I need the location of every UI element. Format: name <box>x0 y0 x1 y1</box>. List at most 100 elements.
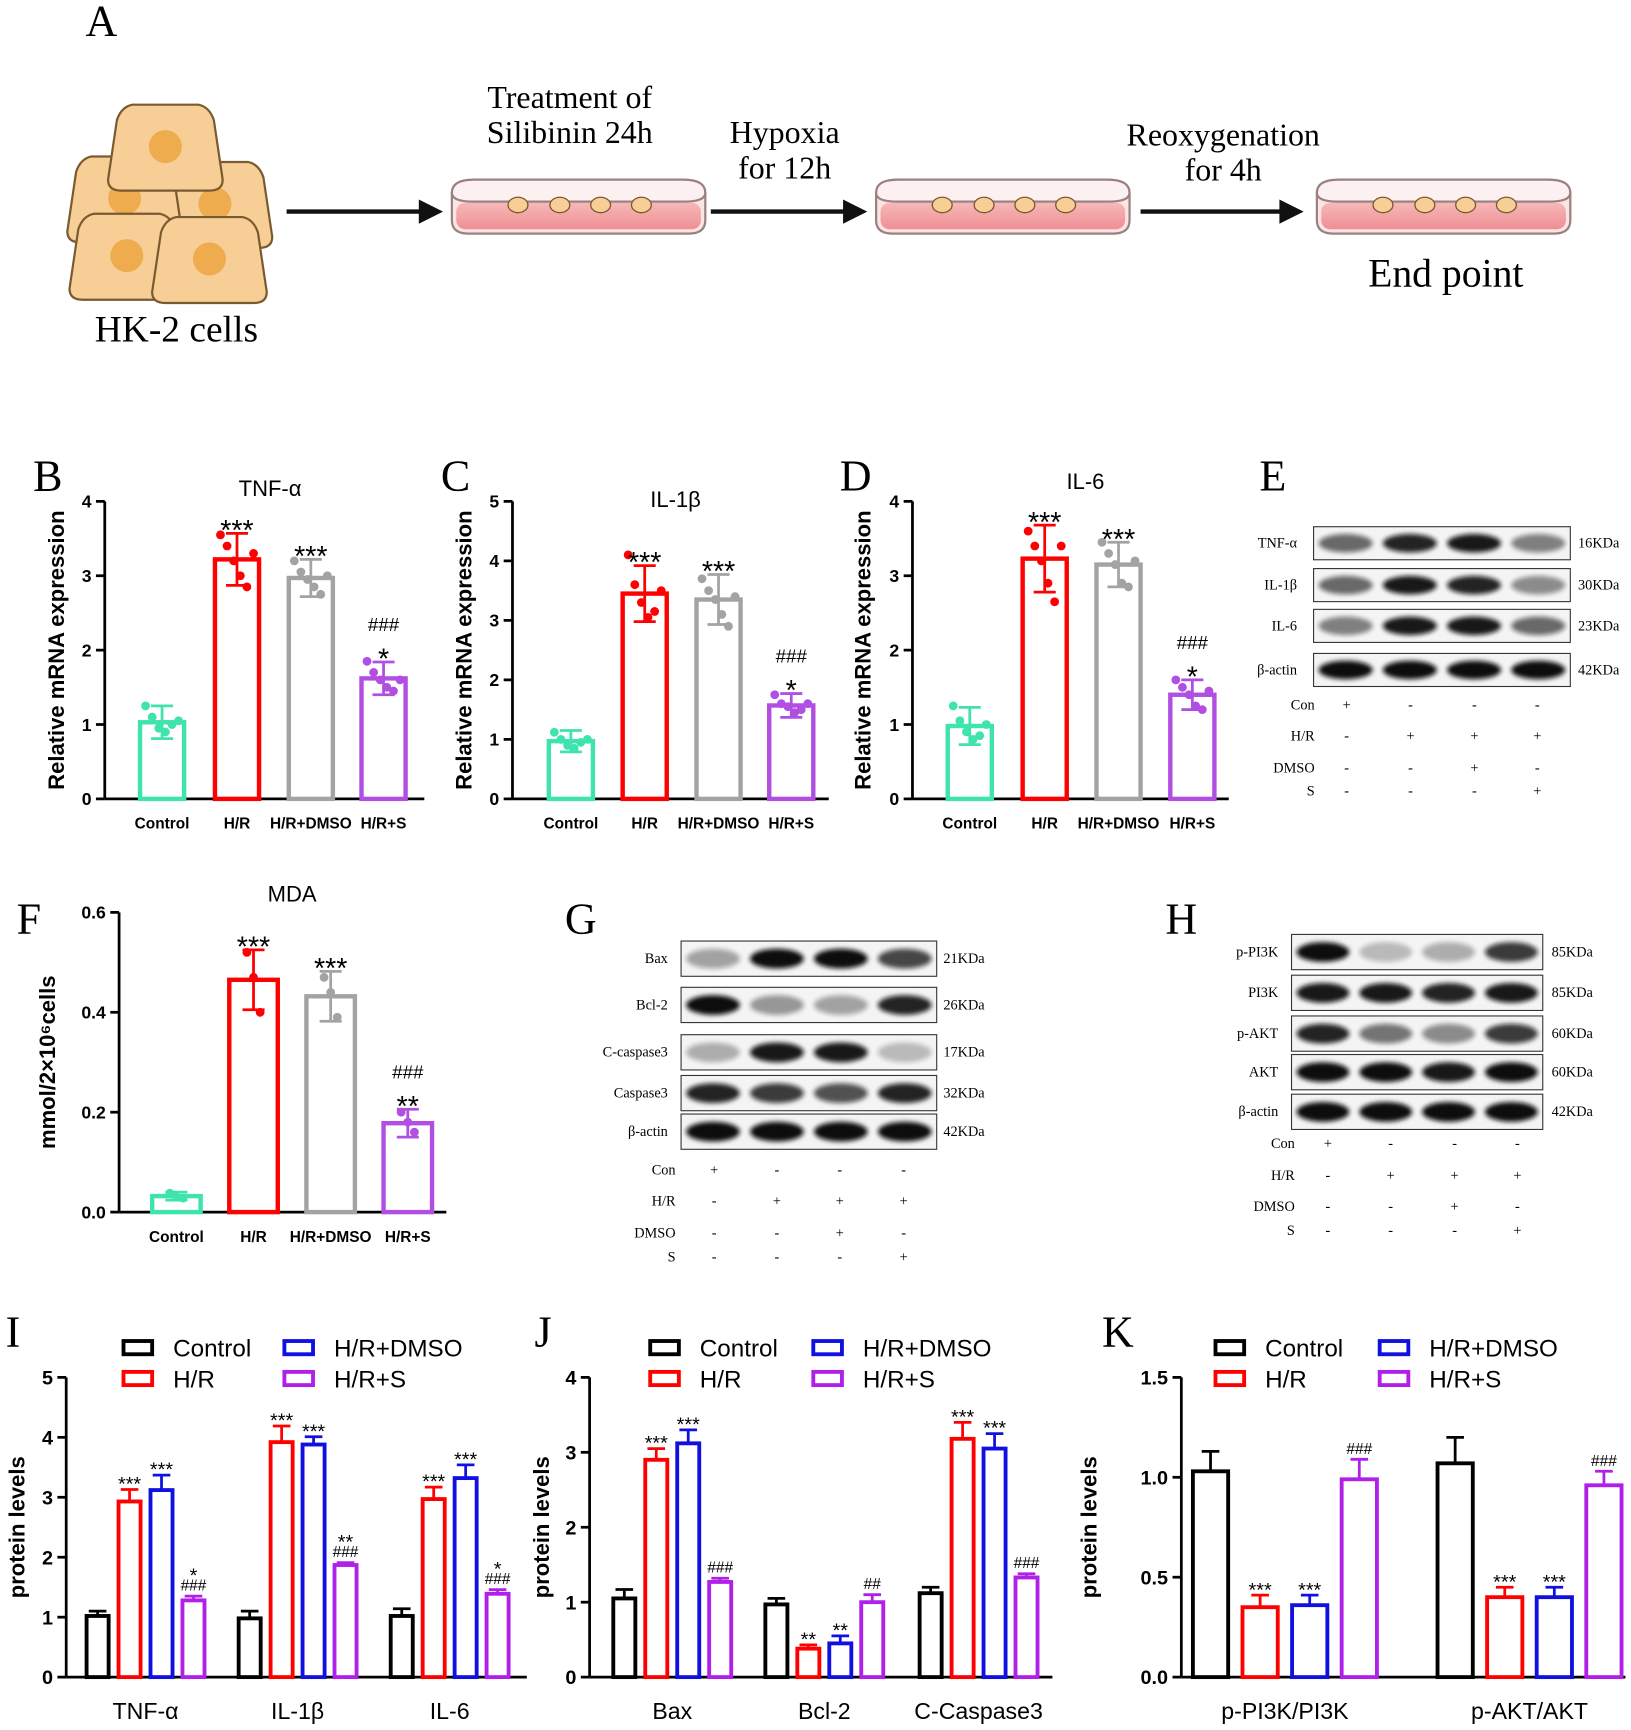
bar <box>1094 562 1143 802</box>
y-tick-label: 3 <box>565 1442 576 1464</box>
data-point <box>717 610 727 619</box>
step-label: Reoxygenation <box>1127 117 1320 152</box>
data-point <box>975 731 985 741</box>
bar <box>611 1596 638 1680</box>
data-point <box>289 556 299 566</box>
condition-mark: - <box>837 1163 842 1179</box>
data-point <box>362 656 372 666</box>
blot-size: 30KDa <box>1578 578 1620 594</box>
cell-nucleus <box>198 187 232 221</box>
x-tick-label: H/R+DMSO <box>290 1229 372 1246</box>
x-tick-label: TNF-α <box>113 1698 179 1724</box>
dish-rim <box>1315 178 1572 203</box>
significance-stars: *** <box>1543 1571 1566 1593</box>
dish-medium <box>880 202 1126 230</box>
x-tick-label: IL-1β <box>271 1698 324 1724</box>
bar <box>359 676 408 802</box>
condition-mark: - <box>1325 1168 1330 1184</box>
blot-protein: β-actin <box>1238 1104 1278 1120</box>
panel-letter: D <box>840 451 872 500</box>
arrow-head <box>843 199 868 224</box>
data-point <box>569 743 579 753</box>
dish-cell <box>1055 196 1077 214</box>
chart-title: IL-1β <box>650 487 701 512</box>
data-point <box>326 987 336 997</box>
blot-band <box>1422 982 1475 1003</box>
blot-band <box>750 948 804 969</box>
blot-protein: β-actin <box>628 1124 668 1140</box>
step-label: Treatment of <box>487 80 652 115</box>
data-point <box>375 675 385 685</box>
dish-medium <box>456 202 701 230</box>
arrow-head <box>418 199 444 224</box>
dish-cell <box>590 196 612 214</box>
dish-cell <box>1414 196 1436 214</box>
y-axis-label: protein levels <box>529 1456 554 1598</box>
blot-protein: IL-1β <box>1264 578 1297 594</box>
blot-band <box>1422 1023 1475 1044</box>
bar <box>180 1598 207 1680</box>
legend-label: H/R <box>1265 1366 1307 1393</box>
data-point <box>171 1192 181 1202</box>
y-axis-label: protein levels <box>1076 1456 1101 1598</box>
cells-label: HK-2 cells <box>95 310 258 351</box>
dish-cell <box>1495 196 1517 214</box>
y-tick-label: 0 <box>889 789 899 809</box>
y-tick-label: 0.4 <box>81 1003 106 1023</box>
blot-band <box>814 1083 868 1103</box>
y-axis-label: Relative mRNA expression <box>851 510 876 789</box>
condition-mark: - <box>775 1250 780 1266</box>
legend-label: H/R+S <box>1429 1366 1501 1393</box>
data-point <box>563 740 572 750</box>
data-point <box>549 727 559 737</box>
bar <box>84 1614 111 1680</box>
dish-cell <box>1372 196 1394 214</box>
condition-mark: - <box>837 1250 842 1266</box>
significance-stars: *** <box>237 931 270 963</box>
legend-label: H/R+DMSO <box>863 1335 992 1362</box>
significance-stars: * <box>786 675 797 707</box>
significance-stars: *** <box>1249 1579 1272 1601</box>
significance-stars: *** <box>645 1433 668 1455</box>
data-point <box>178 1193 188 1203</box>
y-axis-label: Relative mRNA expression <box>44 510 69 789</box>
legend-label: H/R+DMSO <box>1429 1335 1558 1362</box>
y-tick-label: 0 <box>42 1667 53 1689</box>
condition-mark: + <box>773 1193 781 1209</box>
error-bar <box>711 1576 729 1582</box>
significance-stars: *** <box>270 1410 293 1432</box>
data-point <box>796 705 806 715</box>
bar <box>1339 1477 1379 1680</box>
condition-mark: - <box>1344 784 1349 800</box>
legend-label: H/R+S <box>863 1366 935 1393</box>
data-point <box>382 682 392 692</box>
bar <box>286 575 336 802</box>
data-point <box>389 686 398 696</box>
blot-band <box>1296 1062 1350 1083</box>
significance-hashes: ### <box>1346 1441 1372 1458</box>
blot-size: 32KDa <box>943 1086 985 1102</box>
bar <box>420 1497 447 1680</box>
x-tick-label: H/R <box>240 1229 267 1246</box>
x-tick-label: p-PI3K/PI3K <box>1221 1698 1349 1724</box>
condition-mark: - <box>901 1225 906 1241</box>
blot-protein: Bcl-2 <box>636 997 668 1013</box>
chart-title: TNF-α <box>239 476 302 501</box>
legend-label: Control <box>1265 1335 1343 1362</box>
y-tick-label: 3 <box>889 566 899 586</box>
significance-stars: *** <box>983 1418 1006 1440</box>
condition-mark: - <box>1325 1223 1330 1239</box>
data-point <box>981 720 991 729</box>
data-point <box>656 586 666 596</box>
significance-stars: ** <box>801 1629 817 1651</box>
blot-protein: p-AKT <box>1237 1026 1279 1042</box>
significance-hashes: ### <box>485 1571 511 1588</box>
condition-mark: - <box>712 1250 717 1266</box>
blot-size: 21KDa <box>943 951 985 967</box>
data-point <box>556 734 566 744</box>
data-point <box>309 582 319 592</box>
error-bar <box>1446 1435 1464 1464</box>
condition-mark: - <box>901 1163 906 1179</box>
significance-stars: * <box>378 644 389 676</box>
